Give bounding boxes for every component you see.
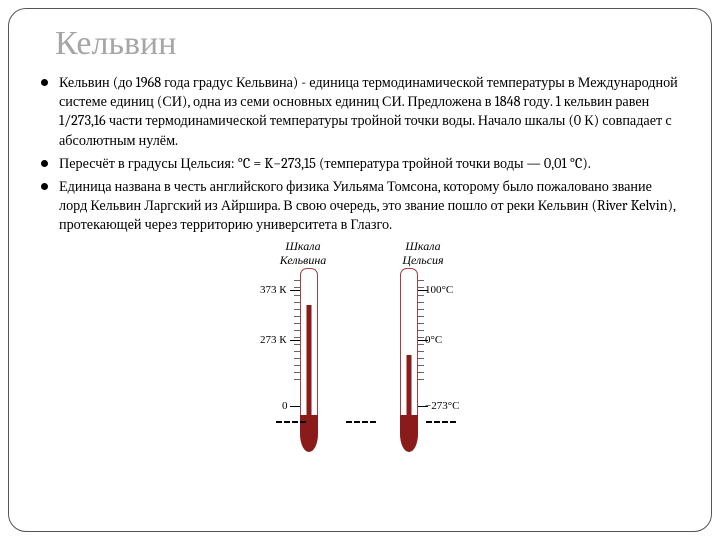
celsius-scale-label: Шкала Цельсия [388, 240, 458, 266]
kelvin-tick-label-273: 273 К [260, 334, 287, 346]
celsius-tick-label-100: 100°C [425, 284, 453, 296]
kelvin-label-line2: Кельвина [280, 253, 327, 267]
celsius-thermometer [400, 268, 418, 452]
thermo-cap [300, 268, 318, 275]
thermometer-diagram: Шкала Кельвина Шкала Цельсия [230, 238, 490, 458]
thermo-tube [300, 275, 318, 415]
dash-segment [276, 421, 306, 423]
kelvin-label-line1: Шкала [285, 239, 320, 253]
thermo-bulb [400, 414, 418, 452]
dash-segment [346, 421, 376, 423]
kelvin-scale-label: Шкала Кельвина [268, 240, 338, 266]
kelvin-tick-label-373: 373 К [260, 284, 287, 296]
bullet-item: Единица названа в честь английского физи… [41, 177, 683, 235]
kelvin-tick-273 [290, 340, 300, 341]
celsius-label-line2: Цельсия [402, 253, 443, 267]
bullet-item: Пересчёт в градусы Цельсия: °C = K−273,1… [41, 154, 683, 173]
celsius-tick-label-m273: −273°C [425, 400, 459, 412]
bullet-list: Кельвин (до 1968 года градус Кельвина) -… [37, 73, 683, 234]
dash-segment [426, 421, 456, 423]
celsius-minor-ticks [418, 280, 424, 380]
thermo-fluid [407, 355, 412, 415]
kelvin-tick-373 [290, 290, 300, 291]
bullet-item: Кельвин (до 1968 года градус Кельвина) -… [41, 73, 683, 150]
slide-frame: Кельвин Кельвин (до 1968 года градус Кел… [8, 8, 712, 532]
kelvin-tick-label-0: 0 [282, 400, 288, 412]
celsius-tick-label-0: 0°C [425, 334, 442, 346]
slide-title: Кельвин [55, 23, 683, 63]
thermo-tube [400, 275, 418, 415]
thermo-cap [400, 268, 418, 275]
kelvin-tick-0 [290, 406, 300, 407]
thermo-fluid [307, 305, 312, 415]
celsius-label-line1: Шкала [405, 239, 440, 253]
kelvin-minor-ticks [294, 280, 300, 380]
thermo-bulb [300, 414, 318, 452]
kelvin-thermometer [300, 268, 318, 452]
